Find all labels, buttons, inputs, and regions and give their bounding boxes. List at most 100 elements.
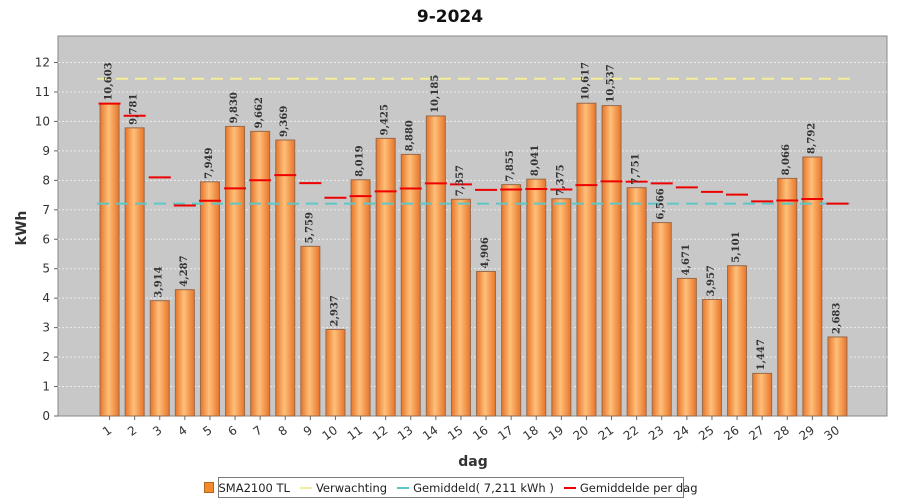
bar	[651, 222, 672, 417]
bar	[501, 184, 522, 417]
bar	[526, 178, 547, 417]
bar	[400, 153, 421, 417]
data-label: 8,066	[781, 144, 792, 175]
legend-swatch-bar	[204, 482, 215, 493]
legend-label: Gemiddelde per dag	[579, 480, 698, 495]
data-label: 7,357	[455, 165, 466, 196]
plot-area	[57, 35, 888, 417]
x-tick-label: 10	[320, 423, 341, 443]
chart-title: 9-2024	[417, 7, 483, 27]
bar	[476, 270, 497, 417]
legend-label: Gemiddeld( 7,211 kWh )	[413, 480, 554, 495]
x-tick-label: 28	[771, 423, 792, 443]
legend-item-daily-average: Gemiddelde per dag	[563, 480, 698, 495]
data-label: 8,041	[530, 145, 541, 176]
legend-swatch-line	[563, 486, 576, 489]
data-label: 9,662	[254, 97, 265, 128]
bar	[827, 336, 848, 417]
data-label: 10,617	[580, 62, 591, 100]
data-label: 1,447	[756, 339, 767, 370]
y-axis-label: kWh	[14, 211, 30, 246]
x-tick-label: 3	[150, 423, 164, 439]
y-tick-label: 12	[35, 56, 50, 70]
x-tick-label: 21	[596, 423, 617, 443]
legend-item-expectation: Verwachting	[299, 480, 388, 495]
bar	[300, 245, 321, 417]
data-label: 10,185	[430, 75, 441, 113]
x-tick-label: 27	[746, 423, 767, 443]
data-label: 7,375	[555, 164, 566, 195]
y-tick-label: 6	[42, 232, 50, 246]
data-label: 4,287	[179, 255, 190, 286]
bar	[225, 125, 246, 417]
data-label: 10,603	[104, 62, 115, 100]
y-tick-label: 4	[42, 291, 50, 305]
legend-swatch-line	[397, 486, 410, 489]
x-tick-label: 15	[445, 423, 466, 443]
x-tick-label: 20	[571, 423, 592, 443]
bar	[99, 103, 120, 417]
x-axis: 1 2 3 4 5 6 7 8 9 10 11 12 13 14 15 16 17 18 19 20 21 22 23 24 2…	[100, 416, 842, 443]
y-tick-label: 0	[42, 409, 50, 423]
legend-label: SMA2100 TL	[218, 480, 290, 495]
bar	[174, 289, 195, 417]
y-tick-label: 7	[42, 203, 50, 217]
bar	[425, 115, 446, 417]
data-label: 3,957	[706, 265, 717, 296]
bar	[576, 102, 597, 417]
y-tick-label: 8	[42, 173, 50, 187]
legend-label: Verwachting	[315, 480, 388, 495]
legend: SMA2100 TL Verwachting Gemiddeld( 7,211 …	[204, 477, 698, 498]
data-label: 5,101	[731, 231, 742, 262]
y-tick-label: 1	[42, 380, 50, 394]
x-tick-label: 17	[495, 423, 516, 443]
x-tick-label: 4	[175, 423, 189, 439]
bar	[250, 130, 271, 417]
bar	[802, 156, 823, 417]
y-tick-label: 2	[42, 350, 50, 364]
y-tick-label: 10	[35, 114, 50, 128]
x-tick-label: 26	[721, 423, 742, 443]
x-tick-label: 14	[420, 423, 441, 443]
data-label: 8,019	[355, 145, 366, 176]
x-tick-label: 5	[200, 423, 214, 439]
x-tick-label: 12	[370, 423, 391, 443]
bar	[275, 139, 296, 417]
bar	[375, 137, 396, 417]
bar	[199, 181, 220, 417]
x-tick-label: 9	[301, 423, 315, 439]
bar	[601, 105, 622, 417]
x-tick-label: 1	[100, 423, 114, 439]
x-tick-label: 22	[621, 423, 642, 443]
x-tick-label: 30	[822, 423, 843, 443]
bar	[626, 187, 647, 417]
y-tick-label: 11	[35, 85, 50, 99]
data-label: 2,937	[329, 295, 340, 326]
data-label: 5,759	[304, 212, 315, 243]
bar	[325, 328, 346, 417]
x-tick-label: 2	[125, 423, 139, 439]
x-tick-label: 8	[276, 423, 290, 439]
x-tick-label: 25	[696, 423, 717, 443]
x-tick-label: 24	[671, 423, 692, 443]
data-label: 2,683	[831, 303, 842, 334]
bar	[701, 298, 722, 417]
y-tick-label: 3	[42, 321, 50, 335]
bar	[450, 198, 471, 417]
bar	[124, 127, 145, 417]
data-label: 8,792	[806, 123, 817, 154]
bar	[676, 277, 697, 417]
bar	[350, 179, 371, 417]
x-tick-label: 11	[345, 423, 366, 443]
x-tick-label: 19	[546, 423, 567, 443]
bar	[727, 265, 748, 417]
bar	[777, 177, 798, 417]
data-label: 4,906	[480, 237, 491, 268]
data-labels: 10,603 9,781 3,914 4,287 7,949 9,830 9,662 9,36…	[104, 62, 843, 370]
y-tick-label: 5	[42, 262, 50, 276]
legend-item-production: SMA2100 TL	[204, 480, 290, 495]
legend-item-average: Gemiddeld( 7,211 kWh )	[397, 481, 554, 495]
